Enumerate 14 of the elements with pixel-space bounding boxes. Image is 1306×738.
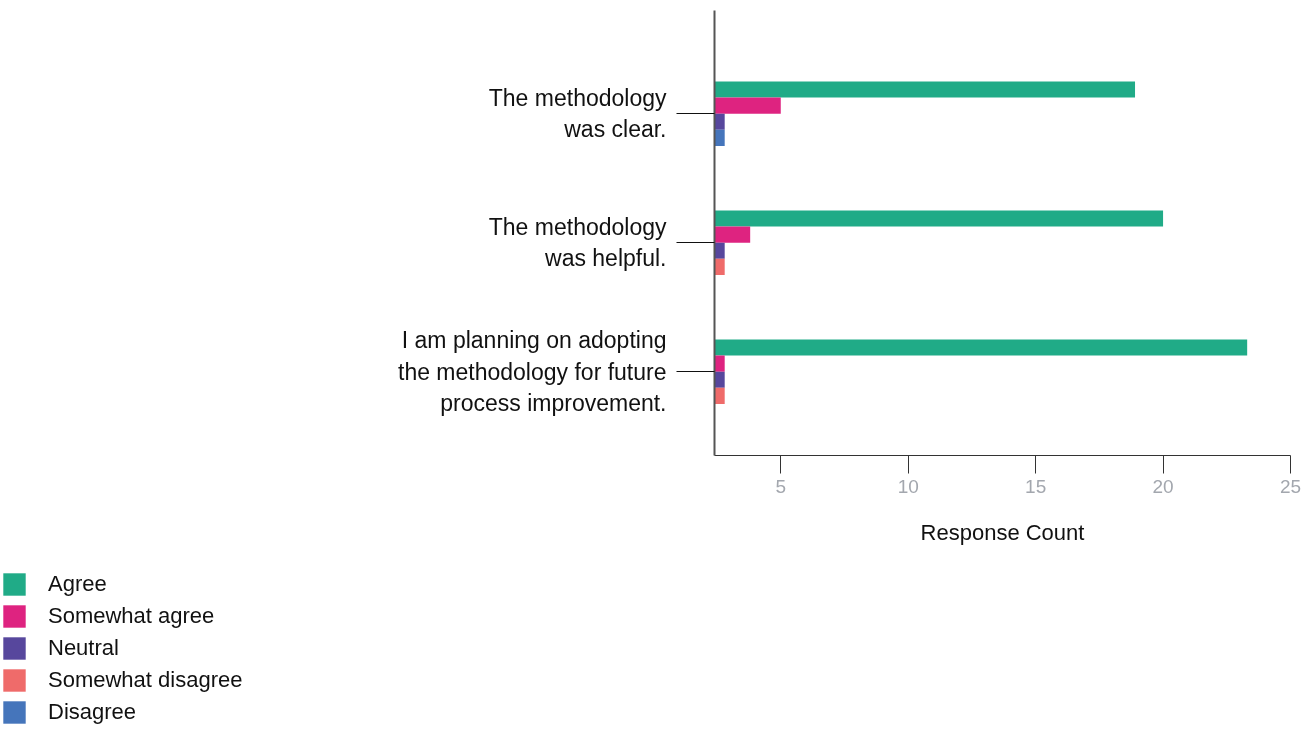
legend-label: Somewhat disagree [48,667,243,693]
legend-label: Neutral [48,635,119,661]
x-tick-label: 10 [897,475,919,497]
x-axis-title: Response Count [920,519,1085,545]
legend-label: Somewhat agree [48,603,215,629]
x-tick-label: 20 [1152,475,1174,497]
y-tick-label: I am planning on adopting the methodology for future process improvement. [398,327,667,416]
legend-label: Disagree [48,699,137,725]
legend-label: Agree [48,571,107,597]
y-tick-label: The methodology was clear. [488,85,667,143]
x-tick-label: 15 [1025,475,1047,497]
y-tick-label: The methodology was helpful. [488,214,667,272]
x-tick-label: 5 [775,475,787,497]
x-tick-label: 25 [1279,475,1302,497]
